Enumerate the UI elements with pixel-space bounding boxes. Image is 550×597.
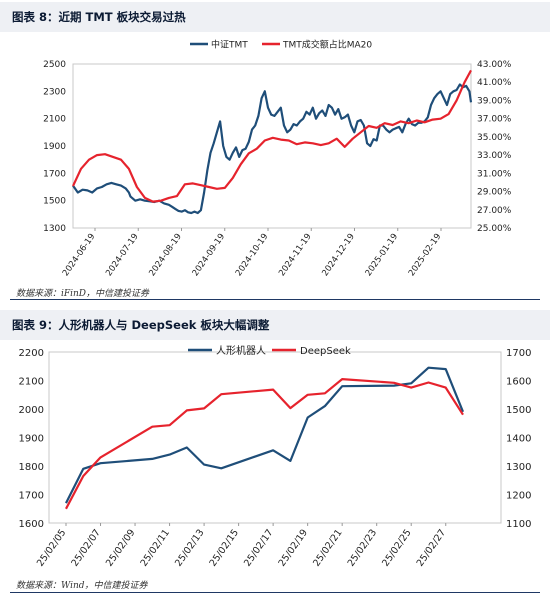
- plot-frame: [48, 351, 502, 524]
- series-line-tmt-turnover-ma20: [72, 69, 472, 203]
- x-tick-label: 25/02/09: [104, 527, 137, 568]
- x-tick-label: 2024-11-19: [277, 232, 314, 278]
- y-right-tick-label: 1700: [506, 348, 531, 359]
- y-right-tick-label: 1200: [506, 491, 531, 502]
- y-right-tick-label: 37.00%: [477, 115, 512, 125]
- robot-deepseek-chart: 1600 1700 1800 1900 2000 2100 2200 1100 1200 1300…: [19, 348, 532, 569]
- y-left-tick-label: 2000: [19, 405, 44, 416]
- x-tick-label: 2024-12-19: [320, 232, 357, 278]
- y-right-tick-label: 1100: [506, 519, 531, 530]
- x-tick-label: 2024-08-19: [147, 232, 184, 278]
- y-right-tick-label: 31.00%: [477, 169, 512, 179]
- figure-9-title: 图表 9：人形机器人与 DeepSeek 板块大幅调整: [12, 318, 270, 332]
- legend-label: 中证TMT: [211, 39, 248, 51]
- y-right-tick-label: 33.00%: [477, 151, 512, 161]
- x-tick-label: 2024-09-19: [191, 232, 228, 278]
- series-line-humanoid-robot: [65, 366, 465, 504]
- figure-9-legend-svg: 人形机器人 DeepSeek: [188, 344, 351, 357]
- x-tick-label: 2024-07-19: [104, 232, 141, 278]
- x-tick-label: 25/02/27: [415, 527, 448, 568]
- y-right-tick-label: 1300: [506, 462, 531, 473]
- figure-8: 图表 8：近期 TMT 板块交易过热 1300 1500 1700 1900 2100 2…: [0, 2, 550, 300]
- x-tick-label: 25/02/19: [277, 527, 310, 568]
- figure-8-title: 图表 8：近期 TMT 板块交易过热: [12, 10, 186, 24]
- y-right-tick-label: 39.00%: [477, 96, 512, 106]
- figure-8-title-bar: 图表 8：近期 TMT 板块交易过热: [0, 2, 550, 32]
- figure-9-divider: [10, 592, 540, 593]
- legend-label: DeepSeek: [300, 346, 351, 357]
- y-right-tick-label: 25.00%: [477, 224, 512, 234]
- x-tick-label: 2025-01-19: [364, 232, 401, 278]
- y-left-tick-label: 1300: [43, 224, 66, 234]
- y-left-tick-label: 2200: [19, 348, 44, 359]
- y-left-tick-label: 1600: [19, 519, 44, 530]
- legend-label: 人形机器人: [216, 344, 266, 357]
- y-right-tick-label: 35.00%: [477, 133, 512, 143]
- y-right-tick-label: 1600: [506, 377, 531, 388]
- figure-8-divider: [10, 299, 540, 300]
- x-tick-label: 25/02/11: [139, 527, 172, 568]
- y-left-tick-label: 1800: [19, 462, 44, 473]
- y-right-tick-label: 43.00%: [477, 60, 512, 70]
- y-right-tick-label: 1500: [506, 405, 531, 416]
- series-line-deepseek: [65, 377, 464, 510]
- y-right-tick-label: 41.00%: [477, 78, 512, 88]
- y-right-tick-label: 27.00%: [477, 206, 512, 216]
- y-left-tick-label: 2100: [43, 115, 66, 125]
- x-tick-label: 25/02/15: [208, 527, 241, 568]
- tmt-chart: 1300 1500 1700 1900 2100 2300 2500 25.00% 27.00%…: [43, 39, 512, 279]
- plot-frame: [72, 63, 472, 229]
- x-tick-label: 2024-10-19: [234, 232, 271, 278]
- series-line-tmt-index: [72, 83, 473, 215]
- y-left-tick-label: 1700: [19, 491, 44, 502]
- y-left-tick-label: 1900: [43, 142, 66, 152]
- y-left-tick-label: 1700: [43, 169, 66, 179]
- y-left-tick-label: 2300: [43, 87, 66, 97]
- y-left-tick-label: 2500: [43, 60, 66, 70]
- x-tick-label: 25/02/17: [242, 527, 275, 568]
- x-tick-label: 2024-06-19: [61, 232, 98, 278]
- legend-label: TMT成交额占比MA20: [282, 39, 372, 51]
- figure-9-source: 数据来源：Wind，中信建投证券: [16, 581, 148, 591]
- figure-9: 图表 9：人形机器人与 DeepSeek 板块大幅调整 1600 1700 1800…: [0, 310, 550, 597]
- figure-8-source: 数据来源：iFinD，中信建投证券: [16, 289, 150, 299]
- y-left-tick-label: 1500: [43, 197, 66, 207]
- figure-9-title-bar: 图表 9：人形机器人与 DeepSeek 板块大幅调整: [0, 310, 550, 340]
- y-left-tick-label: 2100: [19, 377, 44, 388]
- y-right-tick-label: 29.00%: [477, 188, 512, 198]
- x-tick-label: 25/02/21: [311, 527, 344, 568]
- x-tick-label: 25/02/25: [380, 527, 413, 568]
- x-tick-label: 25/02/23: [346, 527, 379, 568]
- x-tick-label: 2025-02-19: [407, 232, 444, 278]
- y-left-tick-label: 1900: [19, 434, 44, 445]
- x-tick-label: 25/02/05: [35, 527, 68, 568]
- x-tick-label: 25/02/13: [173, 527, 206, 568]
- x-tick-label: 25/02/07: [69, 527, 102, 568]
- figure-9-legend: 人形机器人 DeepSeek: [0, 342, 550, 358]
- y-right-tick-label: 1400: [506, 434, 531, 445]
